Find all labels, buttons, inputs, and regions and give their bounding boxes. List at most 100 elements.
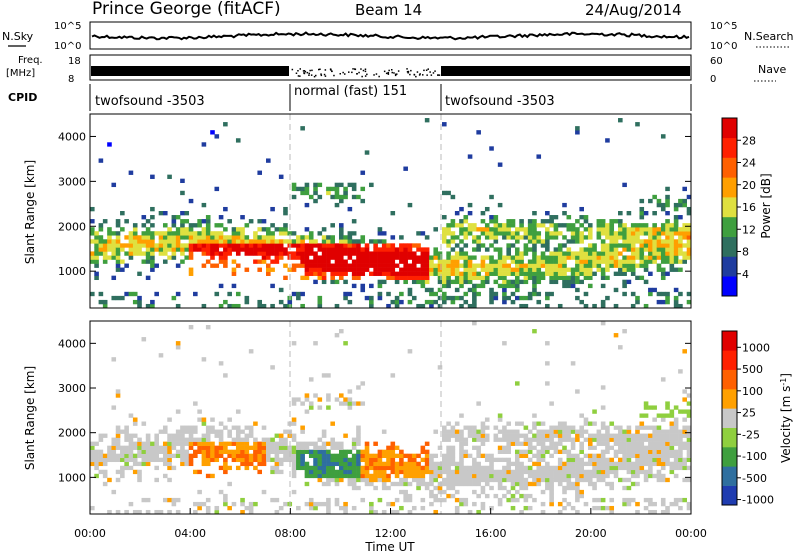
heatmap-cell [596,469,602,475]
heatmap-cell [141,251,147,256]
heatmap-cell [416,259,421,264]
heatmap-cell [605,259,610,264]
heatmap-cell [261,437,267,442]
heatmap-cell [489,457,494,463]
heatmap-cell [493,239,499,244]
heatmap-cell [592,485,597,491]
heatmap-cell [338,271,344,276]
heatmap-cell [334,333,340,338]
heatmap-cell [390,259,396,264]
heatmap-cell [506,231,511,236]
heatmap-cell [459,255,464,260]
heatmap-cell [429,303,434,309]
heatmap-cell [618,259,623,264]
heatmap-cell [137,239,142,244]
heatmap-cell [459,469,464,475]
heatmap-cell [635,449,640,454]
heatmap-cell [463,441,469,446]
heatmap-cell [669,461,675,467]
heatmap-cell [480,437,486,442]
heatmap-cell [201,219,207,224]
heatmap-cell [652,247,657,252]
heatmap-cell [566,247,572,252]
heatmap-cell [618,429,623,434]
heatmap-cell [214,231,220,236]
heatmap-cell [381,485,387,491]
heatmap-cell [540,489,546,495]
heatmap-cell [669,251,675,256]
heatmap-cell [420,263,426,268]
heatmap-cell [167,231,172,236]
heatmap-cell [141,239,147,244]
heatmap-cell [407,251,413,256]
heatmap-cell [343,279,348,285]
heatmap-cell [484,275,490,281]
heatmap-cell [514,271,520,276]
heatmap-cell [480,267,486,272]
heatmap-cell [575,509,580,515]
heatmap-cell [463,227,469,232]
heatmap-cell [648,239,653,244]
heatmap-cell [592,271,597,276]
heatmap-cell [420,267,426,272]
heatmap-cell [347,477,353,483]
heatmap-cell [557,437,563,442]
heatmap-cell [497,271,503,276]
heatmap-cell [643,223,649,228]
heatmap-cell [463,449,469,454]
heatmap-cell [489,259,494,264]
heatmap-cell [369,473,374,479]
heatmap-cell [270,259,275,264]
heatmap-cell [278,227,284,232]
heatmap-cell [639,465,645,471]
heatmap-cell [244,239,250,244]
heatmap-cell [291,457,297,463]
heatmap-cell [184,235,190,240]
heatmap-cell [450,485,456,491]
heatmap-cell [416,255,421,260]
heatmap-cell [545,485,550,491]
heatmap-cell [278,239,284,244]
heatmap-cell [386,255,391,260]
heatmap-cell [454,429,460,434]
heatmap-cell [557,457,563,463]
heatmap-cell [463,473,469,479]
heatmap-cell [304,267,310,272]
heatmap-cell [660,429,666,434]
heatmap-cell [669,421,675,426]
heatmap-cell [562,425,567,430]
heatmap-cell [446,259,451,264]
heatmap-cell [154,457,159,463]
heatmap-cell [240,437,245,442]
heatmap-cell [317,469,323,475]
heatmap-cell [660,461,666,467]
heatmap-cell [210,247,215,252]
heatmap-cell [291,291,297,297]
heatmap-cell [128,433,134,438]
heatmap-cell [231,231,237,236]
heatmap-cell [235,231,241,236]
heatmap-cell [476,235,481,240]
heatmap-cell [613,287,619,293]
heatmap-cell [403,243,408,248]
heatmap-cell [416,465,421,471]
heatmap-cell [553,469,559,475]
heatmap-cell [665,441,670,446]
heatmap-cell [583,215,589,220]
heatmap-cell [300,449,305,454]
heatmap-cell [583,473,589,479]
heatmap-cell [386,465,391,471]
heatmap-cell [407,497,413,503]
heatmap-cell [248,509,254,515]
heatmap-cell [326,393,331,398]
heatmap-cell [566,473,572,479]
heatmap-cell [656,477,662,483]
heatmap-cell [514,437,520,442]
heatmap-cell [124,461,129,467]
heatmap-cell [429,493,434,499]
heatmap-cell [330,465,335,471]
heatmap-cell [343,433,348,438]
heatmap-cell [308,259,314,264]
heatmap-cell [514,453,520,459]
heatmap-cell [583,477,589,483]
